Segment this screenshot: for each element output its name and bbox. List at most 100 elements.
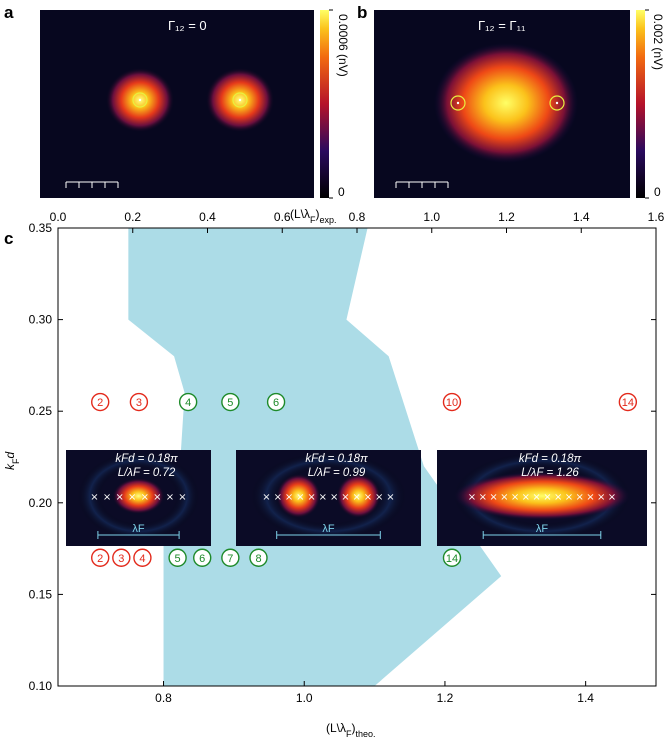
circled-marker-label: 14	[446, 553, 458, 565]
inset-kfd-label: kFd = 0.18π	[115, 453, 178, 465]
inset-site-marker: ×	[296, 492, 304, 503]
inset-site-marker: ×	[128, 492, 136, 503]
y-tick-label: 0.35	[29, 221, 53, 235]
colorbar-a	[320, 9, 333, 199]
inset-site-marker: ×	[103, 492, 111, 503]
circled-marker	[193, 548, 212, 567]
inset-ratio-label: L/λF = 1.26	[521, 467, 579, 479]
inset-site-marker: ×	[141, 492, 149, 503]
inset-site-marker: ×	[115, 492, 123, 503]
circled-marker	[112, 548, 131, 567]
inset-site-marker: ×	[597, 492, 605, 503]
inset-site-marker: ×	[543, 492, 551, 503]
x-tick-label: 0.8	[155, 691, 172, 705]
inset-site-marker: ×	[565, 492, 573, 503]
y-tick-label: 0.30	[29, 313, 53, 327]
x-tick-label: 1.4	[577, 691, 594, 705]
circled-marker-label: 4	[185, 397, 191, 409]
circled-marker	[221, 392, 240, 412]
inset-site-marker: ×	[522, 492, 530, 503]
heatmap-b	[374, 10, 630, 198]
colorbar-a-max: 0.0006 (nV)	[336, 14, 350, 77]
top-tick-label: 1.0	[423, 210, 440, 224]
circled-marker	[178, 392, 198, 412]
circled-marker-label: 6	[273, 397, 279, 409]
inset-lambda-label: λF	[536, 523, 549, 535]
circled-marker	[249, 548, 268, 567]
circled-marker-label: 5	[227, 397, 233, 409]
inset-site-marker: ×	[532, 492, 540, 503]
circled-marker-label: 7	[227, 553, 233, 565]
y-tick-label: 0.20	[29, 496, 53, 510]
circled-marker-label: 3	[118, 553, 124, 565]
circled-marker-label: 3	[136, 397, 142, 409]
heatmap-a	[40, 10, 314, 198]
colorbar-a-min: 0	[338, 185, 345, 199]
top-axis-title: (L\λF)exp.	[290, 207, 337, 225]
inset-site-marker: ×	[274, 492, 282, 503]
colorbar-b-max: 0.002 (nV)	[651, 14, 665, 70]
circled-marker	[168, 548, 187, 567]
top-tick-label: 1.6	[648, 210, 665, 224]
circled-marker	[442, 548, 462, 567]
inset-site-marker: ×	[575, 492, 583, 503]
circled-marker-label: 6	[199, 553, 205, 565]
inset-site-marker: ×	[330, 492, 338, 503]
circled-marker-label: 2	[97, 397, 103, 409]
inset-kfd-label: kFd = 0.18π	[305, 453, 368, 465]
inset-ratio-label: L/λF = 0.99	[308, 467, 366, 479]
colorbar-b-min: 0	[654, 185, 661, 199]
inset-site-marker: ×	[375, 492, 383, 503]
inset-site-marker: ×	[479, 492, 487, 503]
inset-ratio-label: L/λF = 0.72	[118, 467, 176, 479]
inset-site-marker: ×	[352, 492, 360, 503]
x-tick-label: 1.0	[296, 691, 313, 705]
inset-site-marker: ×	[341, 492, 349, 503]
inset-site-marker: ×	[500, 492, 508, 503]
inset-blob	[336, 474, 381, 518]
inset-kfd-label: kFd = 0.18π	[519, 453, 582, 465]
inset-halo-2	[250, 451, 407, 541]
circled-marker-label: 4	[139, 553, 145, 565]
inset-site-marker: ×	[90, 492, 98, 503]
inset-site-marker: ×	[586, 492, 594, 503]
circled-marker-label: 10	[446, 397, 458, 409]
y-tick-label: 0.15	[29, 587, 53, 601]
inset-site-marker: ×	[386, 492, 394, 503]
inset-site-marker: ×	[285, 492, 293, 503]
inset-site-marker: ×	[468, 492, 476, 503]
inset-site-marker: ×	[511, 492, 519, 503]
inset-blob	[276, 474, 321, 518]
inset-lambda-label: λF	[322, 523, 335, 535]
inset-site-marker: ×	[178, 492, 186, 503]
circled-marker	[266, 392, 286, 412]
top-tick-label: 1.2	[498, 210, 515, 224]
inset-site-marker: ×	[166, 492, 174, 503]
inset-blob	[112, 478, 165, 514]
top-tick-label: 0.2	[124, 210, 141, 224]
y-axis-title: kFd	[3, 452, 21, 471]
panel-label-b: b	[357, 3, 367, 22]
circled-marker	[91, 548, 110, 567]
circled-marker	[91, 392, 110, 412]
circled-marker-label: 5	[175, 553, 181, 565]
inset-site-marker: ×	[319, 492, 327, 503]
inset-site-marker: ×	[554, 492, 562, 503]
circled-marker	[221, 548, 240, 567]
inset-site-marker: ×	[489, 492, 497, 503]
colorbar-b	[636, 9, 649, 199]
inset-site-marker: ×	[307, 492, 315, 503]
circled-marker	[129, 392, 149, 412]
x-tick-label: 1.2	[437, 691, 454, 705]
circled-marker-label: 14	[622, 397, 634, 409]
circled-marker-label: 2	[97, 553, 103, 565]
y-tick-label: 0.25	[29, 404, 53, 418]
circled-marker	[618, 392, 638, 412]
circled-marker	[442, 392, 462, 412]
inset-lambda-label: λF	[132, 523, 145, 535]
y-tick-label: 0.10	[29, 679, 53, 693]
top-tick-label: 0.4	[199, 210, 216, 224]
inset-site-marker: ×	[364, 492, 372, 503]
